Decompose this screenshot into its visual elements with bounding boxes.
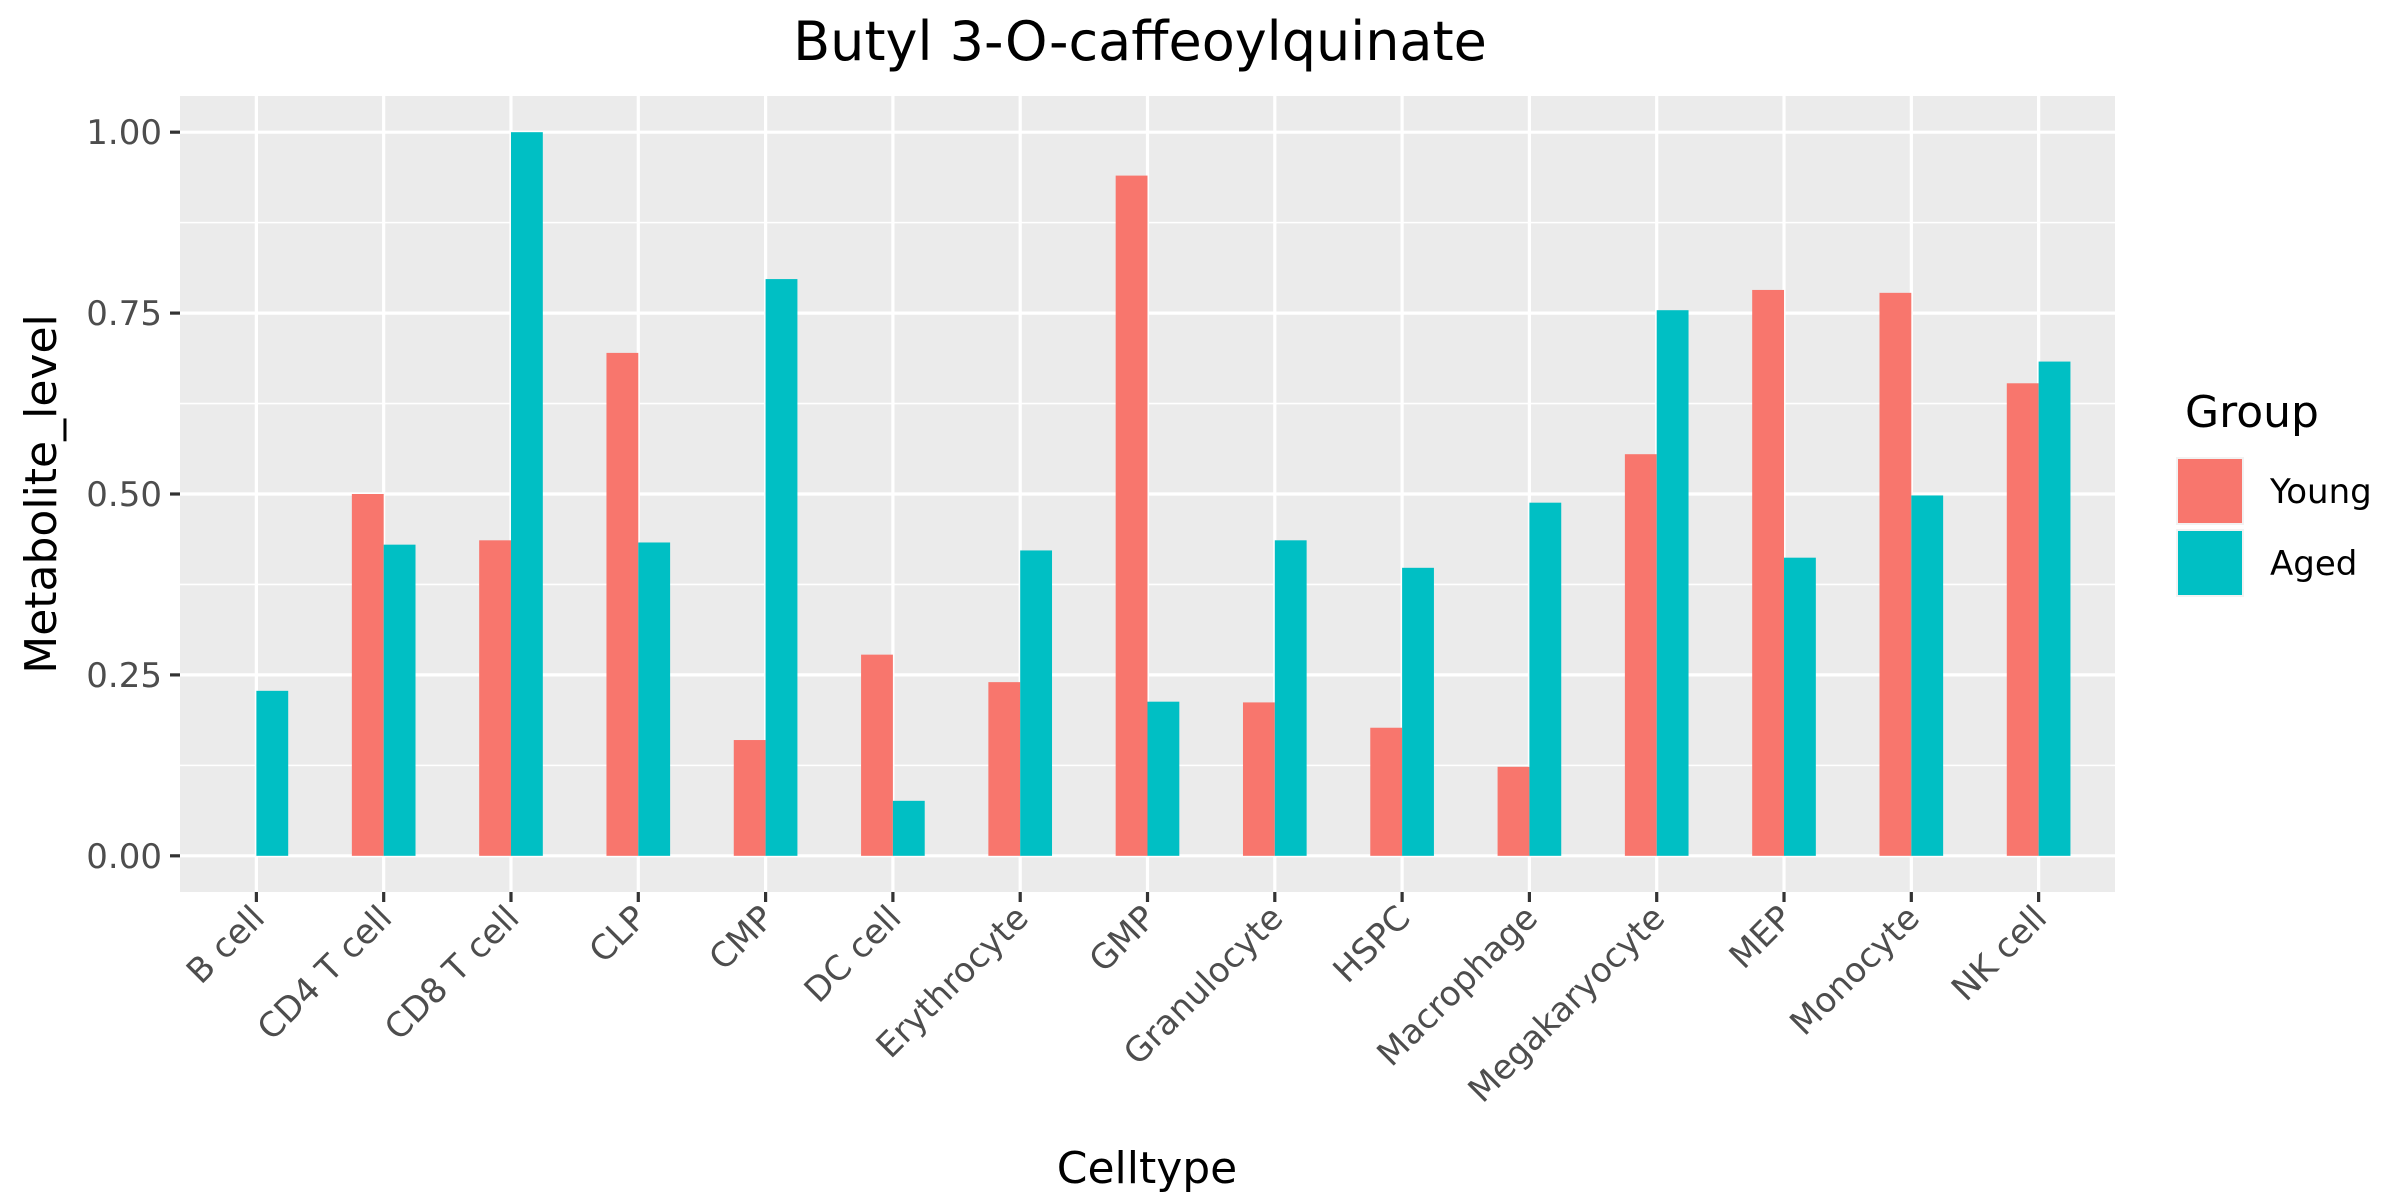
bar-young bbox=[1497, 766, 1530, 856]
bar-young bbox=[1242, 702, 1275, 856]
x-tick-label: B cell bbox=[179, 898, 273, 992]
bar-aged bbox=[510, 132, 543, 856]
x-tick-label: CMP bbox=[702, 898, 782, 978]
legend-label-aged: Aged bbox=[2270, 544, 2357, 584]
bar-young bbox=[606, 352, 639, 856]
bar-aged bbox=[1274, 540, 1307, 856]
y-tick-label: 0.00 bbox=[86, 837, 162, 877]
bar-aged bbox=[2038, 361, 2071, 856]
legend-title: Group bbox=[2185, 387, 2319, 438]
bar-young bbox=[1370, 727, 1403, 856]
bar-aged bbox=[1402, 567, 1434, 856]
x-tick-label: CD4 T cell bbox=[250, 898, 400, 1048]
bar-aged bbox=[1529, 502, 1562, 856]
x-tick-label: CLP bbox=[582, 898, 655, 971]
bar-young bbox=[861, 654, 893, 856]
bar-aged bbox=[1784, 557, 1816, 856]
legend-swatch-aged bbox=[2178, 531, 2242, 595]
chart-title: Butyl 3-O-caffeoylquinate bbox=[793, 10, 1487, 73]
x-tick-label: CD8 T cell bbox=[377, 898, 527, 1048]
bar-aged bbox=[892, 800, 925, 856]
y-axis-title: Metabolite_level bbox=[16, 314, 67, 674]
bar-young bbox=[351, 494, 384, 856]
x-tick-label: HSPC bbox=[1326, 898, 1419, 991]
legend-swatch-young bbox=[2178, 459, 2242, 523]
legend-label-young: Young bbox=[2269, 472, 2372, 512]
bar-aged bbox=[1911, 495, 1944, 856]
y-tick-label: 0.75 bbox=[86, 294, 162, 334]
bar-young bbox=[1115, 175, 1148, 856]
bar-aged bbox=[1147, 701, 1180, 856]
y-axis: 0.00 0.25 0.50 0.75 1.00 bbox=[86, 113, 180, 877]
bar-aged bbox=[1656, 310, 1689, 856]
bar-aged bbox=[1020, 550, 1053, 856]
x-tick-label: GMP bbox=[1082, 898, 1164, 980]
bar-aged bbox=[256, 690, 289, 856]
bar-young bbox=[988, 682, 1021, 856]
x-tick-label: Monocyte bbox=[1782, 898, 1927, 1043]
legend: Group Young Aged bbox=[2176, 387, 2372, 597]
bar-young bbox=[2006, 383, 2039, 856]
y-tick-label: 0.50 bbox=[86, 475, 162, 515]
x-tick-label: DC cell bbox=[797, 898, 910, 1011]
bar-young bbox=[1879, 292, 1912, 856]
bar-young bbox=[479, 540, 511, 856]
bar-aged bbox=[383, 544, 416, 856]
bar-young bbox=[733, 740, 766, 856]
bar-aged bbox=[638, 542, 671, 856]
bar-young bbox=[1624, 454, 1657, 856]
x-tick-label: NK cell bbox=[1944, 898, 2055, 1009]
bar-young bbox=[1752, 289, 1785, 856]
bar-aged bbox=[765, 279, 798, 856]
x-axis-title: Celltype bbox=[1057, 1143, 1238, 1194]
bars bbox=[256, 132, 2071, 856]
y-tick-label: 1.00 bbox=[86, 113, 162, 153]
y-tick-label: 0.25 bbox=[86, 656, 162, 696]
x-tick-label: MEP bbox=[1722, 898, 1801, 977]
